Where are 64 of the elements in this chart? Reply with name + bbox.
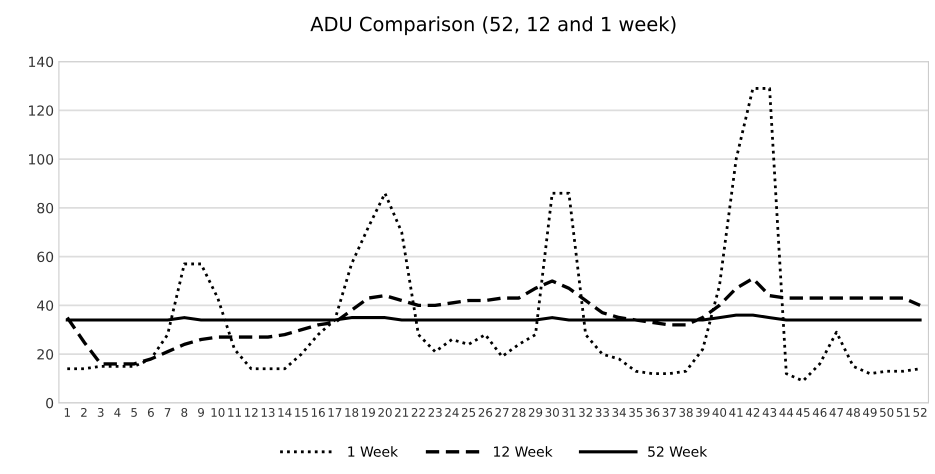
y-tick-label: 20	[37, 349, 54, 360]
x-tick-label: 49	[862, 408, 877, 417]
x-tick-label: 44	[779, 408, 794, 417]
x-tick-label: 11	[228, 408, 241, 417]
x-tick-label: 43	[762, 408, 776, 417]
x-tick-label: 48	[846, 408, 860, 417]
x-tick-label: 3	[98, 408, 104, 417]
x-tick-label: 51	[896, 408, 910, 417]
chart-title: ADU Comparison (52, 12 and 1 week)	[310, 16, 676, 36]
x-tick-label: 35	[629, 408, 642, 417]
x-tick-label: 52	[913, 408, 926, 417]
x-tick-label: 50	[880, 408, 894, 417]
y-tick-label: 80	[37, 202, 54, 214]
x-tick-label: 18	[345, 408, 358, 417]
x-tick-label: 45	[796, 408, 810, 417]
x-tick-label: 28	[512, 408, 526, 417]
x-tick-label: 20	[378, 408, 392, 417]
y-tick-label: 120	[29, 105, 54, 116]
x-tick-label: 31	[562, 408, 576, 417]
x-tick-label: 23	[428, 408, 442, 417]
x-tick-label: 33	[596, 408, 609, 417]
x-tick-label: 17	[328, 408, 342, 417]
y-tick-label: 60	[37, 252, 54, 262]
x-tick-label: 26	[478, 408, 492, 417]
y-tick-label: 0	[46, 398, 54, 408]
x-tick-label: 40	[712, 408, 726, 417]
x-tick-label: 30	[546, 408, 559, 417]
x-tick-label: 37	[662, 408, 676, 417]
x-tick-label: 38	[679, 408, 693, 417]
x-tick-label: 46	[812, 408, 827, 417]
x-tick-label: 24	[445, 408, 459, 417]
x-tick-label: 34	[612, 408, 626, 417]
x-tick-label: 36	[646, 408, 660, 417]
x-tick-label: 32	[579, 408, 592, 417]
x-tick-label: 15	[295, 408, 308, 417]
legend-label: 12 Week	[494, 446, 553, 457]
legend-label: 1 Week	[348, 446, 398, 457]
x-tick-label: 25	[462, 408, 476, 417]
x-tick-label: 22	[412, 408, 425, 417]
x-tick-label: 9	[198, 408, 204, 417]
x-tick-label: 10	[212, 408, 224, 417]
x-tick-label: 5	[131, 408, 137, 417]
x-tick-label: 1	[64, 408, 70, 417]
y-tick-label: 140	[29, 56, 54, 68]
x-tick-label: 19	[362, 408, 375, 417]
x-tick-label: 41	[729, 408, 743, 417]
legend-label: 52 Week	[648, 446, 708, 457]
x-tick-label: 6	[148, 408, 154, 417]
x-tick-label: 7	[164, 408, 170, 417]
x-tick-label: 13	[262, 408, 274, 417]
x-tick-label: 12	[244, 408, 258, 417]
x-tick-label: 27	[495, 408, 509, 417]
x-tick-label: 21	[395, 408, 408, 417]
x-tick-label: 14	[278, 408, 292, 417]
y-tick-label: 40	[37, 300, 54, 311]
x-tick-label: 47	[830, 408, 843, 417]
x-tick-label: 29	[528, 408, 542, 417]
y-tick-label: 100	[29, 154, 54, 165]
x-tick-label: 2	[81, 408, 87, 417]
x-tick-label: 42	[746, 408, 760, 417]
x-tick-label: 16	[312, 408, 325, 417]
x-tick-label: 4	[114, 408, 121, 417]
x-tick-label: 39	[696, 408, 710, 417]
x-tick-label: 8	[181, 408, 188, 417]
